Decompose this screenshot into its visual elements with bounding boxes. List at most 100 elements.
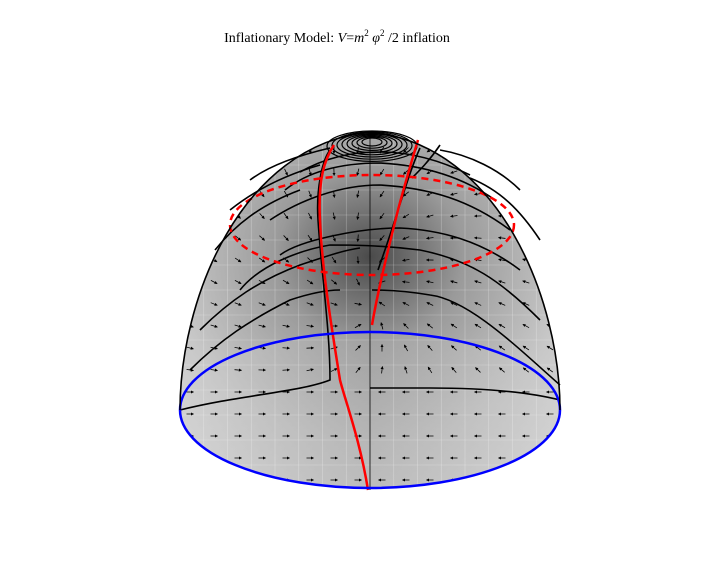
- flow-arrow: [187, 147, 193, 154]
- flow-arrow: [450, 170, 458, 174]
- flow-arrow: [450, 345, 457, 351]
- flow-arrow: [355, 366, 361, 373]
- flow-arrow: [498, 323, 506, 329]
- flow-arrow: [354, 323, 362, 329]
- flow-arrow: [450, 192, 458, 196]
- red-dashed-ring: [228, 173, 516, 277]
- flow-arrow: [187, 213, 194, 219]
- flow-arrow: [498, 280, 506, 284]
- flow-arrow: [282, 324, 290, 328]
- spiral-loop: [361, 137, 383, 147]
- flow-arrow: [403, 344, 409, 352]
- flow-arrow: [259, 235, 266, 241]
- flow-arrow: [402, 302, 410, 306]
- trajectory-curve: [284, 162, 496, 201]
- flow-arrow: [404, 366, 408, 374]
- flow-arrow: [546, 345, 554, 351]
- trajectory-curve: [199, 247, 361, 331]
- flow-arrow: [308, 190, 312, 198]
- flow-arrow: [546, 258, 554, 262]
- trajectory-curve: [469, 177, 541, 241]
- flow-arrow: [379, 190, 385, 198]
- flow-arrow: [186, 346, 194, 350]
- trajectory-curve: [371, 289, 561, 386]
- flow-arrow: [426, 323, 434, 329]
- trajectory-curve: [269, 184, 511, 231]
- flow-arrow: [498, 367, 505, 373]
- flow-arrow: [450, 148, 458, 152]
- flow-arrow: [234, 346, 242, 350]
- trajectory-curve: [411, 144, 441, 179]
- flow-arrow: [307, 234, 313, 242]
- spiral-loop: [346, 134, 398, 154]
- flow-arrow: [403, 147, 409, 153]
- flow-arrow: [234, 368, 243, 372]
- flow-arrow: [450, 302, 458, 306]
- flow-arrow: [308, 212, 312, 220]
- flow-arrow: [235, 235, 242, 241]
- flow-arrow: [330, 368, 338, 372]
- flow-arrow: [451, 366, 457, 373]
- flow-arrow: [522, 345, 530, 351]
- trajectory-curve: [439, 149, 521, 191]
- flow-arrow: [546, 302, 554, 306]
- flow-arrow: [284, 146, 288, 154]
- flow-arrow: [427, 344, 433, 351]
- flow-arrow: [210, 280, 218, 284]
- flow-arrow: [474, 148, 482, 152]
- inflationary-attractor: [318, 139, 420, 491]
- flow-arrow: [426, 280, 434, 284]
- flow-arrow: [283, 235, 289, 241]
- flow-arrow: [331, 256, 337, 264]
- flow-arrow: [427, 366, 433, 374]
- flow-arrow: [330, 302, 338, 306]
- flow-arrow: [546, 280, 554, 284]
- flow-arrow: [379, 168, 385, 176]
- flow-arrow: [380, 322, 384, 330]
- flow-arrow: [284, 168, 288, 176]
- attractor-curve-left: [318, 144, 370, 491]
- flow-arrow: [450, 323, 458, 329]
- flow-arrow: [474, 302, 482, 306]
- flow-arrow: [356, 212, 360, 220]
- plot-title: Inflationary Model: V=m2 φ2 /2 inflation: [224, 28, 450, 47]
- flow-arrow: [258, 324, 266, 328]
- flow-arrow: [426, 302, 434, 306]
- flow-arrow: [521, 148, 530, 152]
- flow-arrow: [306, 279, 314, 285]
- flow-arrow: [426, 236, 434, 240]
- flow-arrow: [497, 170, 506, 174]
- flow-arrow: [306, 368, 314, 372]
- flow-arrow: [186, 235, 194, 241]
- flow-arrow: [474, 170, 482, 174]
- flow-arrow: [522, 323, 530, 329]
- flow-arrow: [498, 345, 506, 351]
- flow-arrow: [474, 323, 482, 329]
- flow-arrow: [210, 324, 218, 328]
- flow-arrow: [306, 324, 314, 328]
- flow-arrow: [402, 258, 410, 262]
- flow-arrow: [234, 280, 242, 284]
- dome-outline: [179, 131, 561, 411]
- flow-arrow: [498, 302, 506, 306]
- flow-arrow: [426, 214, 434, 218]
- flow-arrow: [522, 236, 530, 240]
- flow-arrow: [379, 212, 385, 220]
- flow-arrow: [522, 280, 530, 284]
- flow-arrow: [450, 214, 458, 218]
- flow-arrow: [545, 214, 554, 218]
- flow-arrow: [235, 191, 241, 198]
- flow-arrow: [331, 279, 338, 285]
- flow-arrow: [402, 191, 410, 197]
- flow-arrow: [450, 280, 458, 284]
- trajectory-curve: [189, 289, 341, 371]
- spiral-loop: [341, 133, 403, 156]
- spiral-loop: [351, 135, 393, 151]
- flow-arrow: [210, 368, 218, 372]
- flow-arrow: [211, 191, 217, 197]
- flow-arrow: [356, 146, 360, 154]
- flow-arrow: [380, 365, 384, 374]
- flow-arrow: [403, 323, 409, 329]
- flow-arrow: [354, 302, 362, 306]
